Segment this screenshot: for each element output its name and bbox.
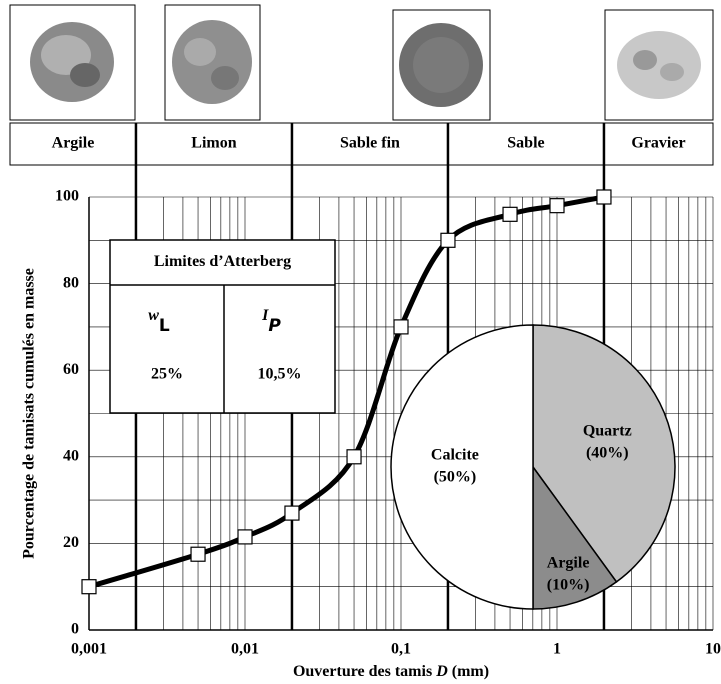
x-tick-label: 1 <box>553 641 561 658</box>
symbol: I <box>261 307 269 324</box>
class-box <box>603 122 714 166</box>
x-axis-label-part: Ouverture des tamis <box>293 663 436 680</box>
x-tick-label: 10 <box>705 641 721 658</box>
table <box>109 239 336 414</box>
pie-label: Quartz <box>583 423 632 440</box>
pie-value-label: (50%) <box>434 469 477 486</box>
point <box>284 505 300 521</box>
subscript: P <box>268 316 281 336</box>
y-tick-label: 80 <box>63 274 79 291</box>
point <box>81 579 97 595</box>
x-tick-label: 0,01 <box>231 641 259 658</box>
class-box <box>447 122 605 166</box>
y-tick-label: 20 <box>63 534 79 551</box>
x-axis-label-part: D <box>435 663 448 680</box>
y-tick-label: 0 <box>71 621 79 638</box>
pie-label: Argile <box>547 555 590 572</box>
y-tick-label: 40 <box>63 447 79 464</box>
x-axis-label-part: (mm) <box>448 663 489 680</box>
point <box>346 449 362 465</box>
y-tick-label: 100 <box>55 188 79 205</box>
point <box>549 198 565 214</box>
class-box <box>9 122 137 166</box>
subscript: L <box>159 316 170 336</box>
pie-slice <box>390 324 534 610</box>
y-tick-label: 60 <box>63 361 79 378</box>
class-label: Sable <box>507 135 544 152</box>
table-symbol: IP <box>261 307 281 336</box>
class-label: Sable fin <box>340 135 400 152</box>
x-tick-label: 0,001 <box>71 641 107 658</box>
y-axis-label: Pourcentage de tamisats cumulés en masse <box>21 268 38 559</box>
pie-label: Calcite <box>431 447 479 464</box>
point <box>393 319 409 335</box>
class-label: Argile <box>52 135 95 152</box>
class-box <box>135 122 293 166</box>
table-title: Limites d’Atterberg <box>154 253 291 270</box>
symbol: w <box>148 307 159 324</box>
class-label: Limon <box>191 135 236 152</box>
x-tick-label: 0,1 <box>391 641 411 658</box>
point <box>502 206 518 222</box>
point <box>596 189 612 205</box>
soil-photos <box>9 4 714 121</box>
pie-value-label: (40%) <box>586 445 629 462</box>
table-value: 25% <box>151 366 183 383</box>
pie-slice <box>532 464 618 610</box>
curve <box>88 194 605 590</box>
class-label: Gravier <box>631 135 685 152</box>
table-value: 10,5% <box>258 366 302 383</box>
point <box>190 546 206 562</box>
point <box>237 529 253 545</box>
x-axis-label: Ouverture des tamis D (mm) <box>293 663 489 680</box>
pie-value-label: (10%) <box>547 577 590 594</box>
table-symbol: wL <box>148 307 170 336</box>
point <box>440 232 456 248</box>
pie-slice <box>532 324 676 583</box>
